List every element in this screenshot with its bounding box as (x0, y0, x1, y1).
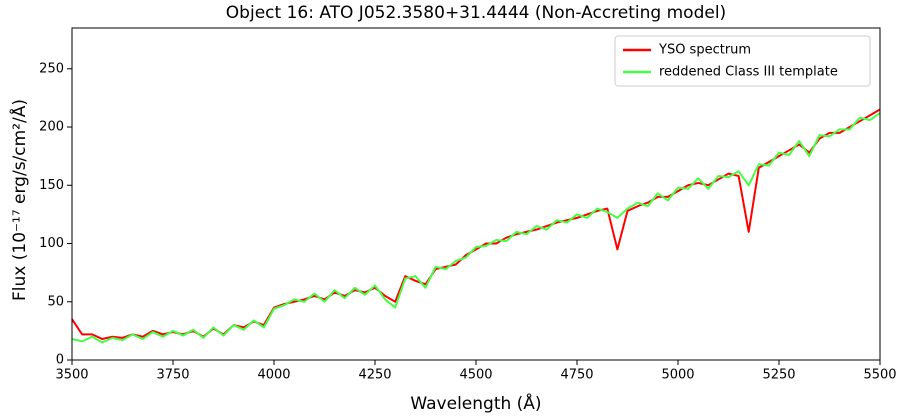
x-tick-label: 4000 (257, 368, 290, 383)
legend-box (614, 35, 871, 87)
y-axis-label: Flux (10⁻¹⁷ erg/s/cm²/Å) (8, 99, 30, 301)
y-tick-label: 100 (39, 236, 64, 251)
x-tick-label: 3500 (55, 368, 88, 383)
chart-title: Object 16: ATO J052.3580+31.4444 (Non-Ac… (226, 3, 726, 23)
x-tick-label: 5500 (863, 368, 896, 383)
x-tick-label: 5000 (661, 368, 694, 383)
y-tick-label: 250 (39, 61, 64, 76)
legend-label: reddened Class III template (659, 65, 838, 80)
series-line (71, 112, 881, 344)
y-tick-label: 50 (47, 294, 64, 309)
x-tick-label: 4250 (358, 368, 391, 383)
x-tick-label: 4750 (560, 368, 593, 383)
x-axis-label: Wavelength (Å) (410, 392, 541, 414)
legend-label: YSO spectrum (658, 43, 751, 58)
x-tick-label: 3750 (156, 368, 189, 383)
y-tick-label: 200 (39, 120, 64, 135)
series-line (71, 108, 881, 341)
x-tick-label: 5250 (762, 368, 795, 383)
x-tick-label: 4500 (459, 368, 492, 383)
y-tick-label: 150 (39, 178, 64, 193)
y-tick-label: 0 (56, 353, 64, 368)
plot-frame (71, 27, 881, 361)
